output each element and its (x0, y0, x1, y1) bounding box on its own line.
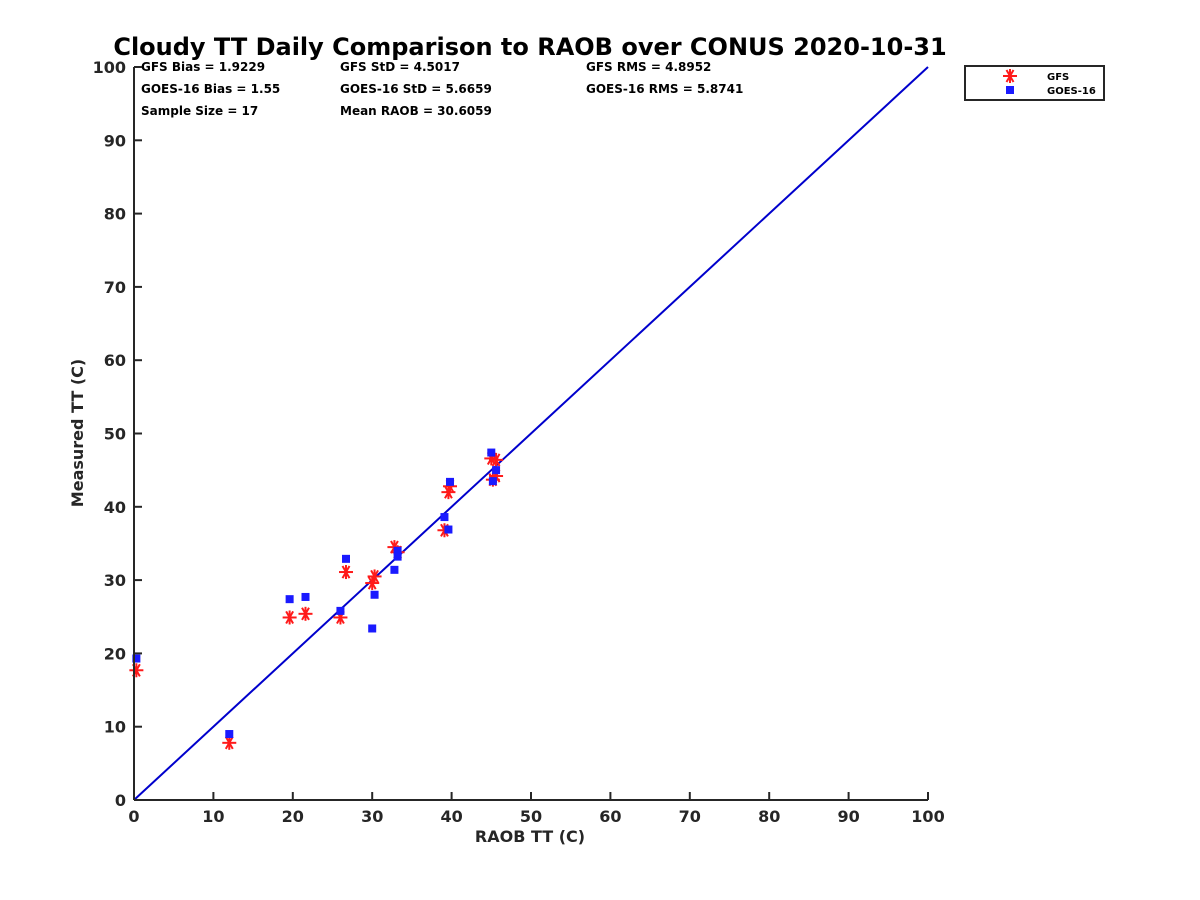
goes16-point (285, 595, 294, 604)
x-tick-label: 20 (282, 807, 304, 826)
stat-text: GFS RMS = 4.8952 (586, 60, 711, 74)
goes16-point (492, 466, 501, 475)
goes16-point (341, 554, 350, 563)
y-tick-label: 40 (104, 498, 126, 517)
goes16-point (368, 624, 377, 633)
y-tick-label: 80 (104, 205, 126, 224)
x-tick-label: 0 (128, 807, 139, 826)
x-tick-label: 100 (911, 807, 944, 826)
goes16-point (488, 477, 497, 486)
stat-text: Sample Size = 17 (141, 104, 258, 118)
gfs-point (282, 610, 297, 625)
stat-text: GFS Bias = 1.9229 (141, 60, 265, 74)
legend-gfs-marker (1003, 69, 1017, 83)
goes16-point (225, 730, 234, 739)
legend: GFS GOES-16 (964, 65, 1105, 101)
legend-label: GOES-16 (1047, 86, 1096, 97)
gfs-point (129, 663, 144, 678)
stat-text: Mean RAOB = 30.6059 (340, 104, 492, 118)
y-tick-label: 60 (104, 351, 126, 370)
x-tick-label: 10 (202, 807, 224, 826)
stat-text: GFS StD = 4.5017 (340, 60, 460, 74)
y-tick-label: 70 (104, 278, 126, 297)
x-tick-label: 70 (679, 807, 701, 826)
stat-text: GOES-16 RMS = 5.8741 (586, 82, 743, 96)
goes16-point (132, 654, 141, 663)
goes16-point (440, 513, 449, 522)
goes16-point (487, 448, 496, 457)
x-tick-label: 50 (520, 807, 542, 826)
gfs-point (222, 735, 237, 750)
one-to-one-line (133, 66, 929, 801)
goes16-point (336, 606, 345, 615)
legend-goes16-marker (1006, 86, 1014, 94)
y-tick-label: 90 (104, 131, 126, 150)
y-tick-label: 100 (93, 58, 126, 77)
goes16-point (390, 565, 399, 574)
gfs-point (367, 569, 382, 584)
x-axis-ticks: 0 10 20 30 40 50 60 70 80 90 100 (128, 792, 945, 826)
x-tick-label: 40 (440, 807, 462, 826)
y-tick-label: 50 (104, 425, 126, 444)
goes16-point (393, 546, 402, 555)
goes16-point (446, 477, 455, 486)
stat-text: GOES-16 Bias = 1.55 (141, 82, 280, 96)
chart-title: Cloudy TT Daily Comparison to RAOB over … (113, 33, 946, 61)
goes16-point (301, 592, 310, 601)
y-tick-label: 0 (115, 791, 126, 810)
x-tick-label: 30 (361, 807, 383, 826)
x-tick-label: 60 (599, 807, 621, 826)
y-axis-label: Measured TT (C) (68, 359, 87, 507)
x-axis-label: RAOB TT (C) (475, 827, 585, 846)
markers-layer (129, 448, 504, 750)
gfs-point (365, 576, 380, 591)
x-tick-label: 80 (758, 807, 780, 826)
y-axis-ticks: 0 10 20 30 40 50 60 70 80 90 100 (93, 58, 142, 810)
gfs-point (338, 565, 353, 580)
x-tick-label: 90 (837, 807, 859, 826)
legend-box (964, 65, 1105, 101)
stat-text: GOES-16 StD = 5.6659 (340, 82, 492, 96)
gfs-point (298, 606, 313, 621)
goes16-point (393, 552, 402, 561)
stats-panel: GFS Bias = 1.9229 GFS StD = 4.5017 GFS RMS… (141, 60, 743, 118)
plot-area: 0 10 20 30 40 50 60 70 80 90 100 0 10 20 30 40 50 60 70 80… (93, 58, 945, 826)
y-tick-label: 10 (104, 718, 126, 737)
goes16-point (444, 525, 453, 534)
y-tick-label: 30 (104, 571, 126, 590)
goes16-point (370, 590, 379, 599)
y-tick-label: 20 (104, 644, 126, 663)
legend-label: GFS (1047, 72, 1069, 83)
